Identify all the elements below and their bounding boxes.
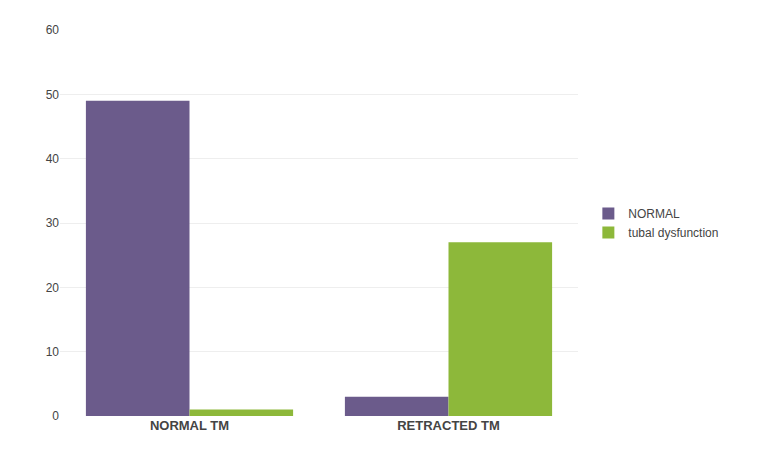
- svg-text:NORMAL TM: NORMAL TM: [150, 418, 229, 433]
- svg-text:40: 40: [46, 152, 60, 166]
- svg-text:10: 10: [46, 345, 60, 359]
- svg-text:tubal dysfunction: tubal dysfunction: [628, 226, 718, 240]
- svg-text:20: 20: [46, 281, 60, 295]
- svg-text:50: 50: [46, 88, 60, 102]
- svg-text:0: 0: [52, 409, 59, 423]
- svg-text:RETRACTED TM: RETRACTED TM: [397, 418, 500, 433]
- svg-text:60: 60: [46, 23, 60, 37]
- svg-text:30: 30: [46, 216, 60, 230]
- svg-text:NORMAL: NORMAL: [628, 207, 680, 221]
